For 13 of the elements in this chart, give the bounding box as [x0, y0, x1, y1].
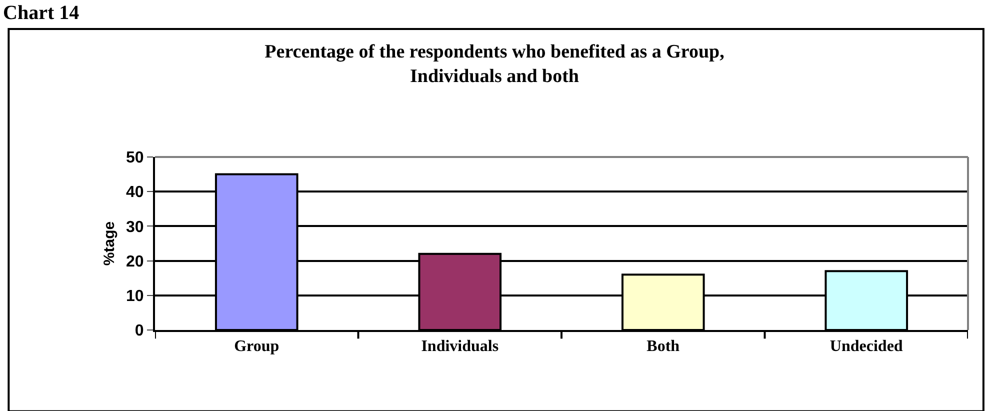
chart-title: Percentage of the respondents who benefited as a Group, Individuals and both	[264, 42, 725, 88]
y-tick-label: 10	[126, 288, 144, 305]
y-tick-label: 0	[134, 322, 144, 340]
caption: Chart 14	[3, 2, 80, 24]
x-tick-label: Group	[234, 338, 280, 356]
y-tick-label: 20	[126, 253, 144, 270]
y-tick-label: 50	[126, 150, 144, 167]
y-tick-label: 30	[126, 218, 144, 236]
y-axis-title: %tage	[100, 221, 118, 266]
x-tick-label: Individuals	[421, 338, 499, 356]
x-tick-label: Undecided	[830, 338, 903, 356]
x-tick-label: Both	[646, 338, 680, 356]
y-tick-label: 40	[126, 184, 144, 202]
